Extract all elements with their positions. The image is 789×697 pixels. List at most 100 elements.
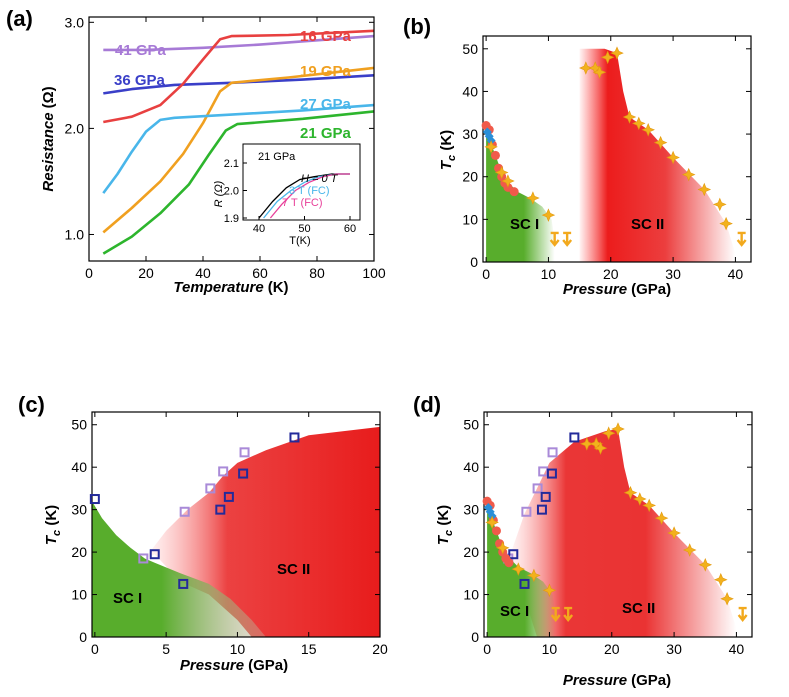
panel-b-ytick-label: 50 (462, 41, 478, 57)
panel-letter-c: (c) (18, 392, 45, 417)
inset-legend-0: H = 0 T (301, 173, 339, 185)
panel-d-ylabel: Tc (K) (435, 505, 455, 545)
panel-d-ytick-label: 50 (463, 417, 479, 433)
panel-a-series-41-gpa (103, 34, 375, 52)
panel-d-circle-point (491, 526, 501, 536)
panel-b-frame (482, 35, 752, 263)
panel-c-ytick-label: 30 (71, 502, 87, 518)
panel-b-xtick-label: 20 (603, 266, 619, 282)
panel-a-ytick-label: 3.0 (65, 14, 85, 30)
panel-b-region-sc1: SC I (510, 216, 539, 233)
panel-a-xtick-label: 100 (362, 265, 386, 281)
panel-a-ytick-label: 1.0 (65, 226, 85, 242)
panel-c-ytick-label: 50 (71, 417, 87, 433)
panel-b-xtick-label: 10 (541, 266, 557, 282)
inset-ylabel: R (Ω) (213, 180, 225, 207)
label-27-gpa: 27 GPa (300, 96, 352, 113)
panel-d-xtick-label: 40 (729, 641, 745, 657)
panel-b-ytick-label: 10 (462, 211, 478, 227)
panel-b-circle-point (490, 150, 500, 160)
panel-b-ytick-label: 20 (462, 169, 478, 185)
panel-c-dark-square-point (289, 432, 300, 443)
panel-c-light-square-point (205, 483, 216, 494)
inset-xtick-label: 50 (298, 223, 310, 235)
label-21-gpa: 21 GPa (300, 125, 352, 142)
panel-c-xtick-label: 15 (301, 641, 317, 657)
panel-a-xtick-label: 80 (309, 265, 325, 281)
panel-c-chart: 0 5 10 15 20 0 10 20 30 40 50 SC I SC II Pressure(… (43, 411, 388, 674)
panel-d-star-point (611, 422, 625, 436)
panel-d-star-point (580, 437, 594, 451)
panel-d-ytick-label: 10 (463, 587, 479, 603)
panel-d-ytick-label: 20 (463, 544, 479, 560)
panel-b-ytick-label: 0 (470, 254, 478, 270)
panel-d-region-sc2-fill (508, 429, 737, 637)
panel-d-xtick-label: 10 (542, 641, 558, 657)
panel-a-xtick-label: 0 (85, 265, 93, 281)
panel-b-xtick-label: 0 (482, 266, 490, 282)
inset-xtick-label: 60 (344, 223, 356, 235)
panel-d-star-point (593, 441, 608, 455)
panel-c-light-square-point (179, 506, 190, 517)
panel-b-star-point (501, 174, 515, 188)
panel-b-star-point (632, 116, 646, 131)
panel-d-xtick-label: 0 (483, 641, 491, 657)
panel-letter-d: (d) (413, 392, 441, 417)
panel-c-light-square-point (239, 447, 250, 458)
panel-c-dark-square-point (238, 468, 249, 479)
panel-b-star-point (494, 165, 509, 180)
panel-c-frame (91, 411, 381, 638)
panel-b-star-point (666, 150, 680, 165)
panel-a-chart: 0 20 40 60 80 100 1.0 2.0 3.0 41 GPa 36 GPa 16 G… (40, 14, 386, 296)
panel-d-light-square-point (521, 506, 532, 517)
label-19-gpa: 19 GPa (300, 63, 352, 80)
inset-ytick-label: 1.9 (224, 213, 239, 225)
panel-c-region-sc1: SC I (113, 590, 142, 607)
inset-series-h-0-t (258, 173, 350, 219)
inset-xlabel: T(K) (289, 235, 310, 247)
panel-d-region-sc1: SC I (500, 603, 529, 620)
panel-d-star-point (485, 515, 499, 530)
panel-a-xlabel: Temperature (K) (173, 279, 288, 296)
panel-d-xtick-label: 30 (666, 641, 682, 657)
panel-d-xlabel: Pressure (GPa) (563, 672, 671, 689)
panel-c-xtick-label: 0 (91, 641, 99, 657)
panel-b-star-point (610, 46, 624, 60)
panel-b-ytick-label: 40 (462, 83, 478, 99)
panel-b-star-point (641, 123, 655, 137)
panel-b-xtick-label: 30 (665, 266, 681, 282)
panel-a-frame (88, 16, 375, 262)
panel-d-light-square-point (547, 447, 558, 458)
panel-d-star-point (642, 498, 656, 513)
panel-c-xtick-label: 20 (372, 641, 388, 657)
panel-a-xtick-label: 20 (138, 265, 154, 281)
panel-c-dark-square-point (223, 491, 234, 502)
panel-b-xlabel: Pressure (GPa) (563, 281, 671, 298)
inset-frame (242, 143, 361, 221)
panel-b-region-sc2-fill (579, 48, 736, 262)
panel-d-dark-square-point (569, 432, 580, 443)
panel-c-dark-square-point (89, 494, 100, 505)
panel-d-circle-point (504, 558, 514, 568)
label-36-gpa: 36 GPa (114, 72, 166, 89)
panel-d-star-point (527, 568, 541, 583)
panel-d-chart: 0 10 20 30 40 0 10 20 30 40 50 SC I SC II Pressure… (435, 411, 753, 689)
panel-a-ylabel: Resistance(Ω) (40, 86, 57, 191)
panel-d-dark-square-point (540, 491, 551, 502)
panel-d-dark-square-point (508, 549, 519, 560)
panel-b-star-point (592, 65, 607, 79)
panel-d-star-point (654, 511, 669, 525)
panel-b-star-point (653, 135, 668, 150)
panel-a-xtick-label: 40 (195, 265, 211, 281)
panel-d-dark-square-point (519, 578, 530, 589)
panel-a-series-16-gpa (103, 29, 375, 124)
panel-d-star-point (601, 426, 616, 440)
panel-b-star-point (541, 208, 556, 222)
panel-c-ylabel: Tc (K) (43, 505, 63, 545)
panel-b-star-point (697, 182, 712, 197)
panel-c-ytick-label: 20 (71, 544, 87, 560)
panel-c-ytick-label: 40 (71, 459, 87, 475)
panel-b-region-sc2: SC II (631, 216, 664, 233)
panel-b-region-sc1-fill (486, 121, 555, 262)
